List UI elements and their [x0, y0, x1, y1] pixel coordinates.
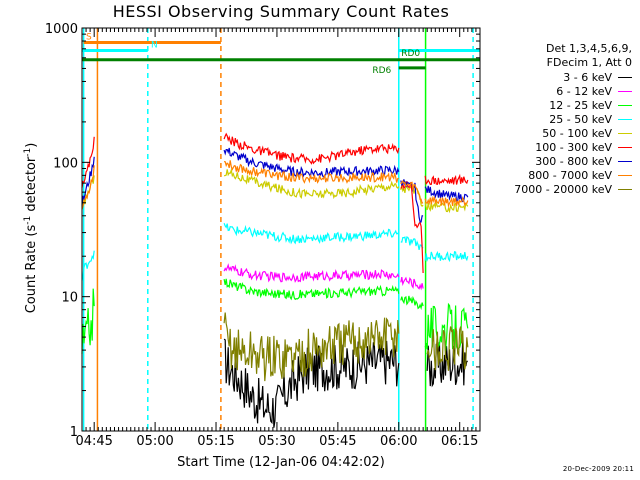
series-800-7000-kev-segment-1: [81, 165, 95, 210]
legend-label: 7000 - 20000 keV: [514, 182, 612, 196]
state-bar-label-s: S: [86, 32, 92, 42]
legend-label: 800 - 7000 keV: [528, 168, 612, 182]
series-6-12-kev-segment-2: [400, 276, 424, 291]
y-tick-label-10: 10: [61, 291, 78, 306]
series-25-50-kev-segment-1: [81, 250, 95, 281]
legend-swatch: [618, 160, 632, 162]
legend-item-3-6-kev: 3 - 6 keV: [482, 70, 632, 84]
y-axis: 1 10 100 1000: [45, 22, 480, 440]
series-800-7000-kev-segment-4: [424, 195, 469, 208]
y-tick-label-1: 1: [70, 425, 78, 440]
series-12-25-kev: [81, 278, 469, 354]
legend-swatch: [618, 174, 632, 176]
series-300-800-kev-segment-4: [424, 185, 469, 203]
legend-item-800-7000-kev: 800 - 7000 keV: [482, 168, 632, 182]
legend-header-detectors: Det 1,3,4,5,6,9,: [545, 42, 632, 55]
legend-swatch: [618, 188, 632, 190]
legend-swatch: [618, 90, 632, 92]
series-12-25-kev-segment-1: [81, 288, 95, 354]
series-50-100-kev-segment-2: [223, 167, 400, 200]
series-800-7000-kev-segment-2: [223, 160, 399, 184]
series-7000-20000-kev: [223, 312, 469, 382]
x-tick-label-04-45: 04:45: [75, 434, 112, 449]
x-tick-label-05-00: 05:00: [136, 434, 173, 449]
series-100-300-kev: [81, 132, 469, 274]
legend-swatch: [618, 132, 632, 134]
series-100-300-kev-segment-3: [400, 181, 424, 274]
series-12-25-kev-segment-2: [223, 278, 400, 301]
series-300-800-kev-segment-1: [81, 156, 95, 206]
legend-label: 100 - 300 keV: [535, 140, 612, 154]
legend-swatch: [618, 118, 632, 120]
data-series: [81, 132, 469, 428]
series-25-50-kev-segment-2: [223, 222, 400, 245]
y-tick-label-100: 100: [53, 156, 78, 171]
legend-swatch: [618, 104, 632, 106]
series-800-7000-kev-segment-3: [400, 180, 424, 204]
series-25-50-kev: [81, 222, 469, 281]
chart-title: HESSI Observing Summary Count Rates: [112, 2, 450, 21]
series-12-25-kev-segment-4: [424, 302, 469, 352]
legend-item-6-12-kev: 6 - 12 keV: [482, 84, 632, 98]
y-tick-label-1000: 1000: [45, 22, 78, 37]
series-25-50-kev-segment-4: [424, 250, 469, 263]
legend-item-7000-20000-kev: 7000 - 20000 keV: [482, 182, 632, 196]
series-25-50-kev-segment-3: [400, 236, 424, 251]
legend-swatch: [618, 76, 632, 78]
legend-label: 12 - 25 keV: [549, 98, 612, 112]
series-6-12-kev: [223, 263, 424, 291]
x-axis: 04:45 05:00 05:15 05:30 05:45 06:00 06:15: [75, 28, 481, 449]
series-6-12-kev-segment-1: [223, 263, 400, 283]
plot-datestamp: 20-Dec-2009 20:11: [562, 465, 634, 473]
legend-item-12-25-kev: 12 - 25 keV: [482, 98, 632, 112]
x-tick-label-05-45: 05:45: [319, 434, 356, 449]
series-50-100-kev-segment-4: [424, 200, 469, 214]
state-bars: S N RD6 RD0: [82, 32, 480, 76]
series-7000-20000-kev-segment-2: [426, 326, 469, 371]
state-bar-label-n: N: [151, 40, 158, 50]
series-100-300-kev-segment-1: [81, 136, 95, 188]
series-800-7000-kev: [81, 160, 469, 210]
legend: Det 1,3,4,5,6,9, FDecim 1, Att 0 3 - 6 k…: [482, 42, 632, 196]
series-7000-20000-kev-segment-1: [223, 312, 400, 382]
legend-label: 3 - 6 keV: [563, 70, 612, 84]
legend-item-300-800-kev: 300 - 800 keV: [482, 154, 632, 168]
x-tick-label-06-00: 06:00: [380, 434, 417, 449]
legend-item-25-50-kev: 25 - 50 keV: [482, 112, 632, 126]
state-bar-label-rd0: RD0: [401, 49, 420, 59]
legend-header-decimation: FDecim 1, Att 0: [546, 56, 632, 69]
x-axis-label: Start Time (12-Jan-06 04:42:02): [177, 455, 385, 470]
series-12-25-kev-segment-3: [400, 295, 424, 311]
series-300-800-kev-segment-2: [223, 147, 400, 179]
x-tick-label-06-15: 06:15: [441, 434, 478, 449]
series-100-300-kev-segment-2: [223, 132, 400, 165]
legend-label: 50 - 100 keV: [542, 126, 612, 140]
x-tick-label-05-15: 05:15: [197, 434, 234, 449]
legend-swatch: [618, 146, 632, 148]
y-axis-label: Count Rate (s-1 detector-1): [22, 142, 40, 314]
mode-change-markers: [82, 28, 474, 431]
x-tick-label-05-30: 05:30: [258, 434, 295, 449]
legend-label: 25 - 50 keV: [549, 112, 612, 126]
legend-label: 6 - 12 keV: [556, 84, 612, 98]
legend-item-50-100-kev: 50 - 100 keV: [482, 126, 632, 140]
legend-item-100-300-kev: 100 - 300 keV: [482, 140, 632, 154]
legend-label: 300 - 800 keV: [535, 154, 612, 168]
series-3-6-kev-segment-1: [223, 338, 400, 428]
series-100-300-kev-segment-4: [424, 173, 469, 186]
state-bar-label-rd6: RD6: [372, 66, 391, 76]
